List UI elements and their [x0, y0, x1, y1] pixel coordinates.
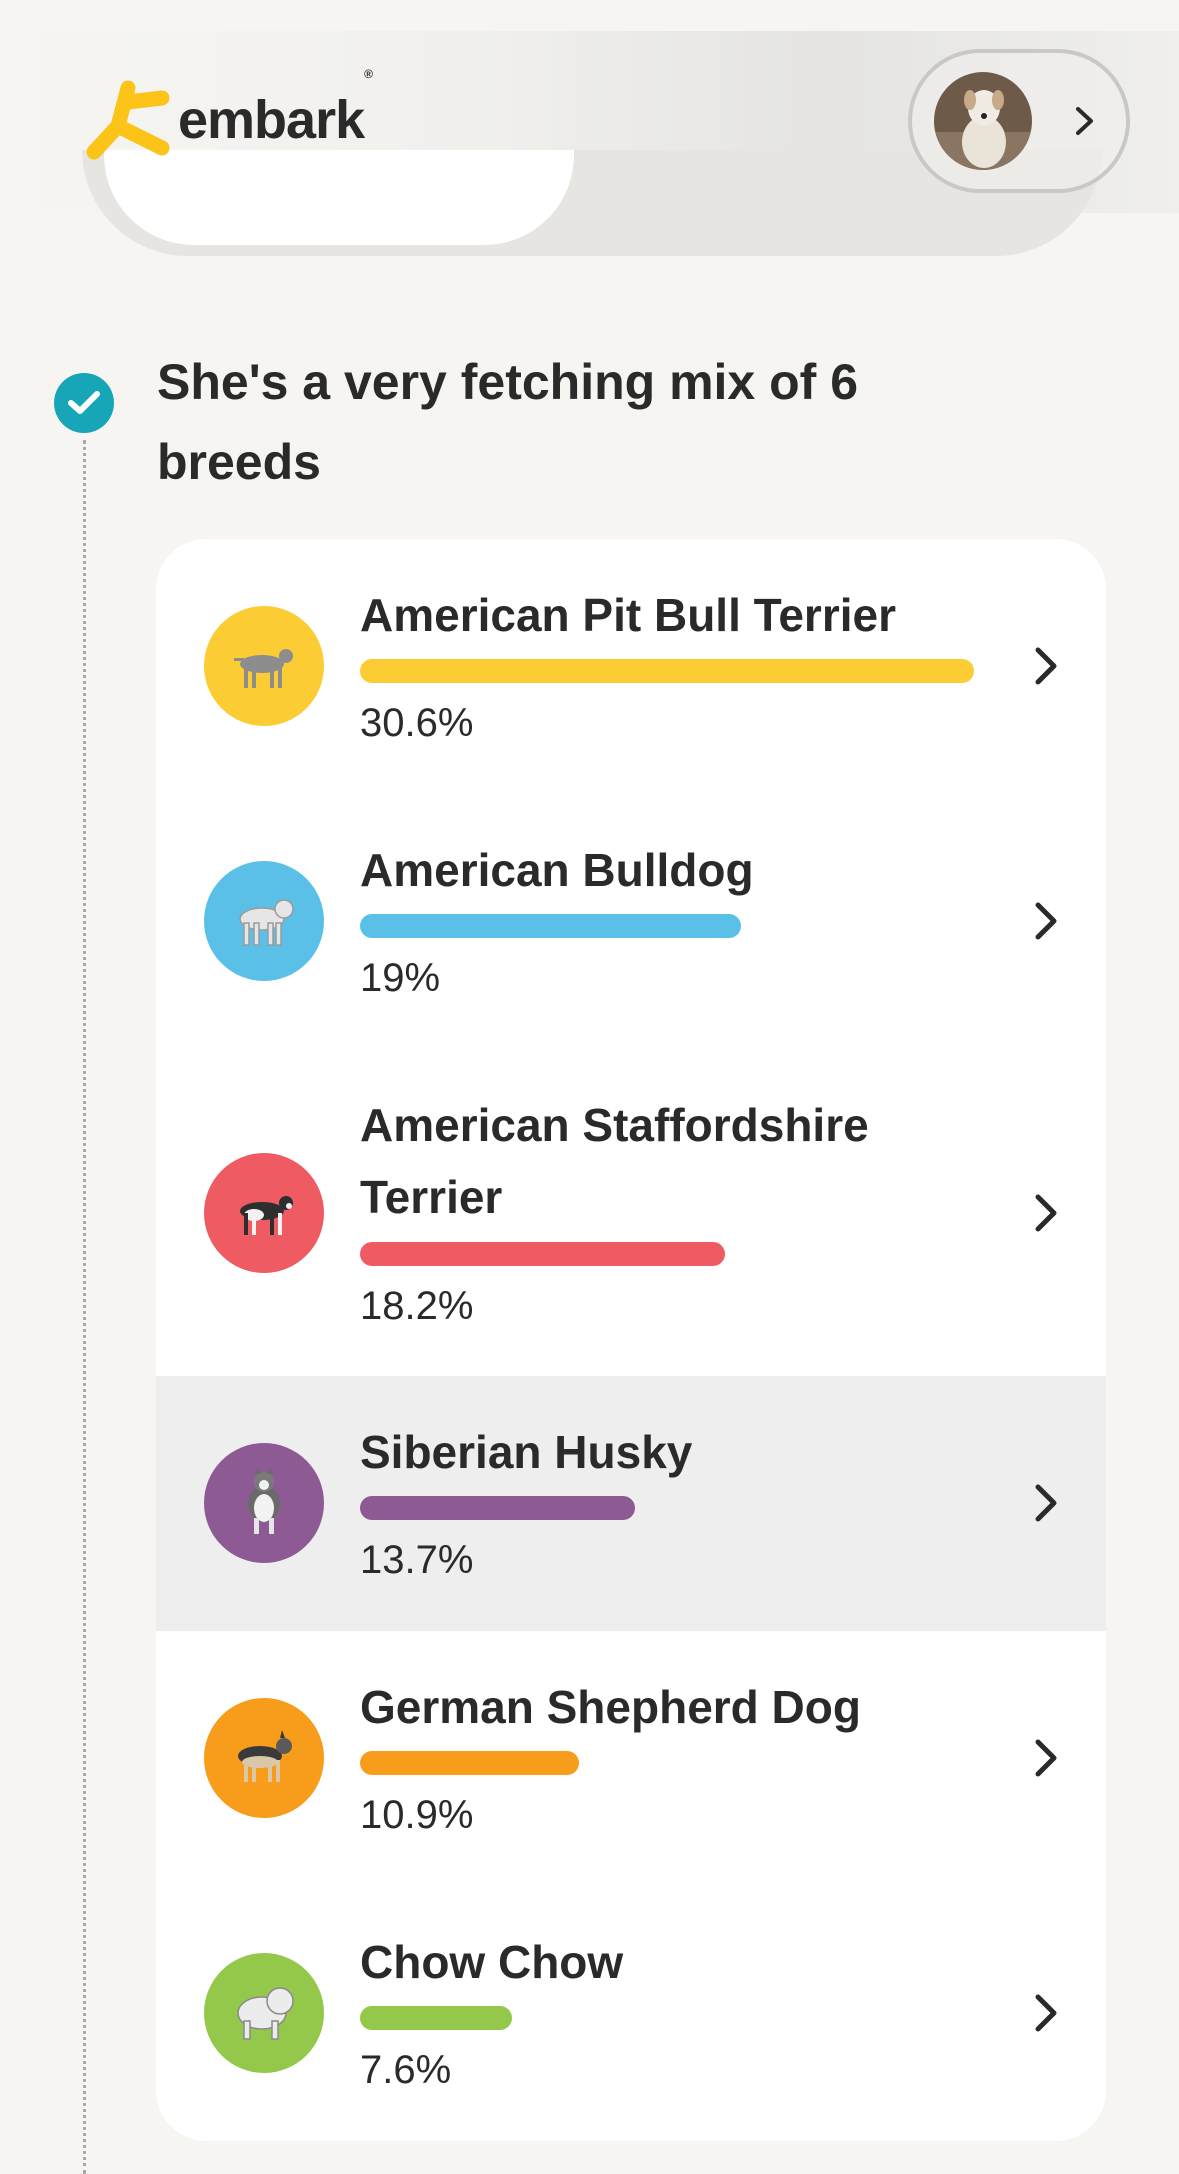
- embark-logo-icon: [86, 80, 170, 160]
- breed-percent-bar: [360, 2006, 512, 2030]
- embark-logo[interactable]: embark®: [84, 67, 373, 162]
- timeline-dotted-line: [83, 440, 86, 2174]
- breed-name: Chow Chow: [360, 1936, 624, 1988]
- breed-row-american-bulldog[interactable]: American Bulldog 19%: [156, 794, 1106, 1049]
- breed-row-german-shepherd-dog[interactable]: German Shepherd Dog 10.9%: [156, 1631, 1106, 1886]
- checkmark-icon: [54, 373, 114, 433]
- husky-dog-icon: [204, 1443, 324, 1563]
- breed-percent: 10.9%: [360, 1793, 474, 1837]
- breed-mix-heading: She's a very fetching mix of 6 breeds: [157, 354, 859, 490]
- breed-list-card: American Pit Bull Terrier 30.6% American…: [156, 539, 1106, 2141]
- breed-percent-bar: [360, 1751, 579, 1775]
- chevron-right-icon: [1035, 647, 1057, 685]
- scrolled-button-remnant: [104, 150, 574, 245]
- chow-chow-dog-icon: [204, 1953, 324, 2073]
- breed-percent-bar: [360, 914, 741, 938]
- logo-wordmark: embark®: [178, 67, 373, 150]
- breed-percent-bar: [360, 659, 974, 683]
- bulldog-dog-icon: [204, 861, 324, 981]
- chevron-right-icon: [1035, 1194, 1057, 1232]
- breed-percent: 30.6%: [360, 701, 474, 745]
- dog-profile-switcher[interactable]: [908, 49, 1130, 193]
- breed-percent-bar: [360, 1242, 725, 1266]
- breed-row-siberian-husky[interactable]: Siberian Husky 13.7%: [156, 1376, 1106, 1631]
- chevron-right-icon: [1076, 107, 1093, 135]
- breed-name: Siberian Husky: [360, 1426, 693, 1478]
- staffordshire-dog-icon: [204, 1153, 324, 1273]
- german-shepherd-dog-icon: [204, 1698, 324, 1818]
- breed-row-chow-chow[interactable]: Chow Chow 7.6%: [156, 1886, 1106, 2141]
- pit-bull-dog-icon: [204, 606, 324, 726]
- breed-row-american-pit-bull-terrier[interactable]: American Pit Bull Terrier 30.6%: [156, 539, 1106, 794]
- chevron-right-icon: [1035, 1739, 1057, 1777]
- breed-percent: 13.7%: [360, 1538, 474, 1582]
- chevron-right-icon: [1035, 1484, 1057, 1522]
- breed-row-american-staffordshire-terrier[interactable]: American Staffordshire Terrier 18.2%: [156, 1049, 1106, 1376]
- dog-avatar: [934, 72, 1032, 170]
- breed-name: American Bulldog: [360, 844, 754, 896]
- chevron-right-icon: [1035, 902, 1057, 940]
- chevron-right-icon: [1035, 1994, 1057, 2032]
- breed-name: American Staffordshire Terrier: [360, 1099, 869, 1223]
- breed-name: German Shepherd Dog: [360, 1681, 861, 1733]
- breed-percent-bar: [360, 1496, 635, 1520]
- breed-name: American Pit Bull Terrier: [360, 589, 896, 641]
- breed-percent: 18.2%: [360, 1284, 474, 1328]
- breed-percent: 7.6%: [360, 2048, 452, 2092]
- breed-percent: 19%: [360, 956, 441, 1000]
